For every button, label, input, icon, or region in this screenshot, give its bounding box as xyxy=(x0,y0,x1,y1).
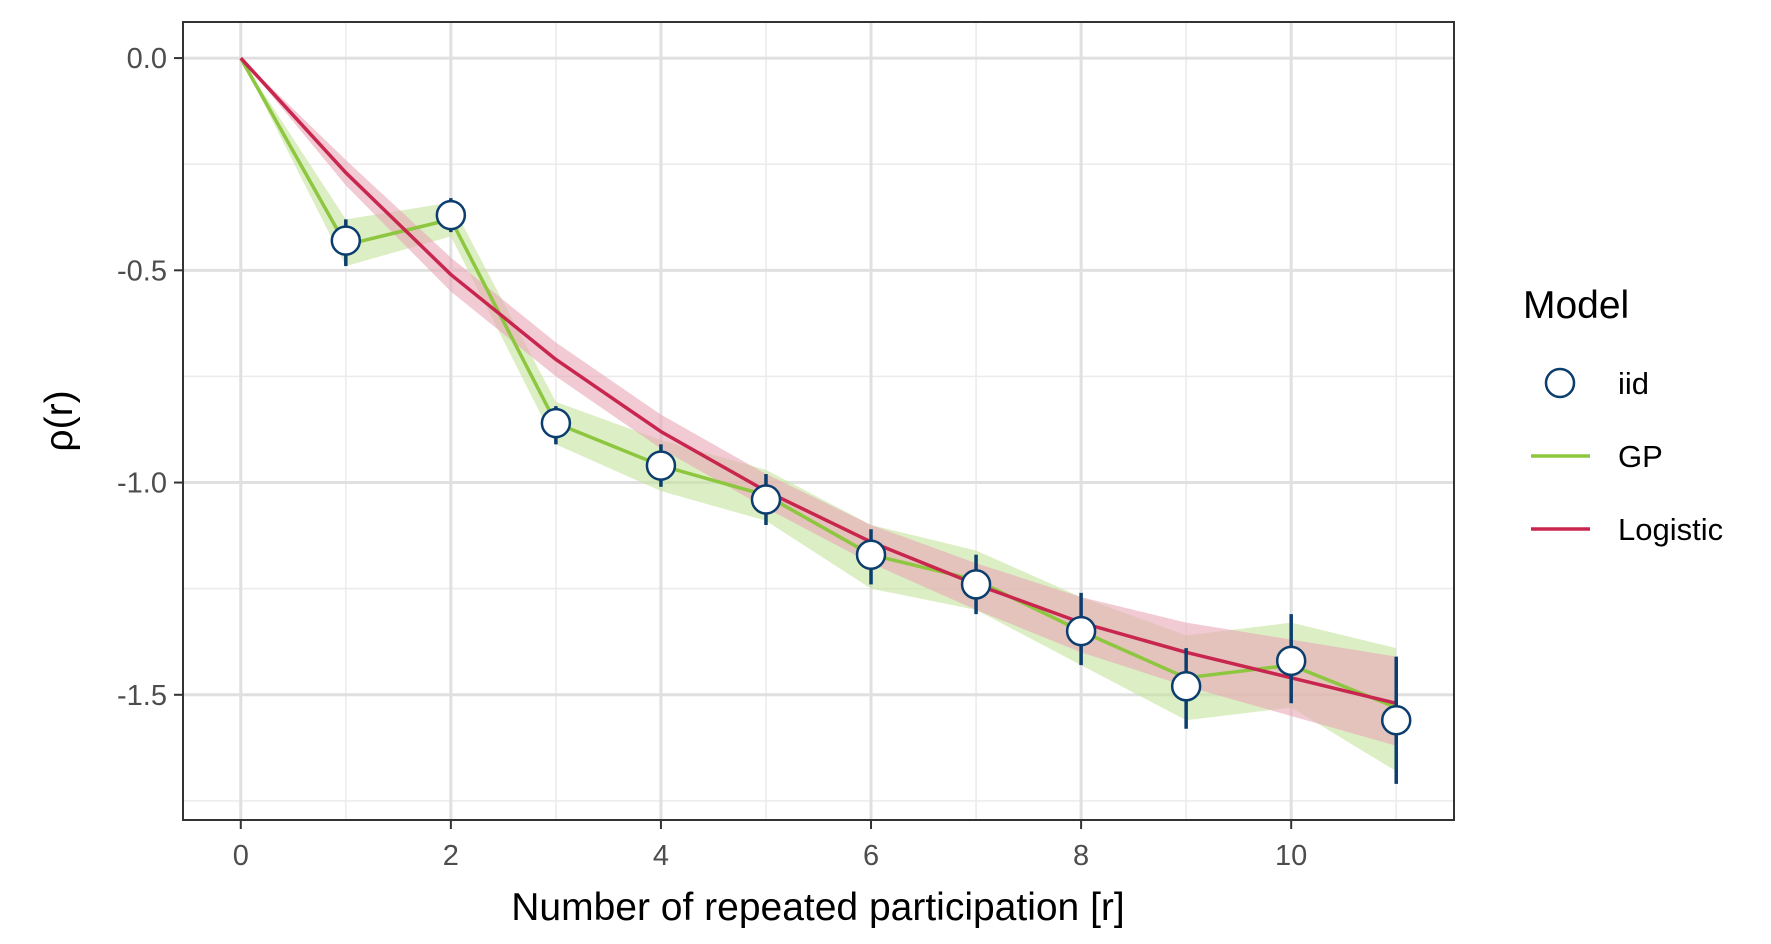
iid-point-group xyxy=(330,219,362,267)
y-tick-label: -0.5 xyxy=(117,255,167,287)
x-tick-label: 2 xyxy=(443,840,459,872)
iid-point-group xyxy=(645,444,677,487)
iid-point-group xyxy=(750,474,782,525)
legend-key-iid-circle xyxy=(1544,367,1576,399)
iid-point-group xyxy=(1275,614,1307,704)
iid-point-group xyxy=(540,406,572,445)
iid-point xyxy=(750,484,782,515)
plot-panel-border xyxy=(182,21,1455,821)
x-tick-label: 0 xyxy=(233,840,249,872)
iid-point-group xyxy=(435,198,467,233)
legend-label-iid: iid xyxy=(1618,366,1649,401)
iid-point xyxy=(540,407,572,439)
legend-label-gp: GP xyxy=(1618,439,1663,474)
y-tick-label: -1.0 xyxy=(117,468,167,500)
iid-point-group xyxy=(960,554,992,615)
y-tick-label: 0.0 xyxy=(127,43,167,75)
point-layer xyxy=(330,198,1412,784)
iid-point-group xyxy=(855,529,887,585)
axis-layer: 0 2 4 6 8 10 0.0 -0.5 -1.0 -1.5 xyxy=(117,43,1307,872)
iid-point-group xyxy=(1170,648,1202,729)
gp-line xyxy=(239,57,1397,710)
iid-point-group xyxy=(1380,656,1412,784)
iid-point xyxy=(1380,705,1412,736)
legend: Model iid GP Logistic xyxy=(1523,284,1723,547)
x-tick-label: 10 xyxy=(1275,840,1307,872)
iid-point xyxy=(1170,671,1202,702)
iid-point xyxy=(435,199,467,231)
iid-point xyxy=(1275,645,1307,677)
legend-label-logistic: Logistic xyxy=(1618,512,1723,547)
iid-point xyxy=(330,225,362,256)
iid-point-group xyxy=(1065,592,1097,666)
iid-point xyxy=(855,539,887,570)
iid-point xyxy=(960,569,992,600)
x-tick-label: 6 xyxy=(863,840,879,872)
iid-point xyxy=(1065,615,1097,647)
legend-title: Model xyxy=(1523,284,1629,327)
iid-point xyxy=(645,450,677,481)
x-tick-label: 8 xyxy=(1073,840,1089,872)
y-axis-title: ρ(r) xyxy=(38,390,81,451)
x-tick-label: 4 xyxy=(653,840,669,872)
ribbon-layer xyxy=(240,58,1397,772)
logistic-ribbon xyxy=(240,58,1397,746)
y-tick-label: -1.5 xyxy=(117,680,167,712)
line-layer xyxy=(239,56,1397,710)
logistic-line xyxy=(239,56,1397,705)
x-axis-title: Number of repeated participation [r] xyxy=(511,886,1125,929)
